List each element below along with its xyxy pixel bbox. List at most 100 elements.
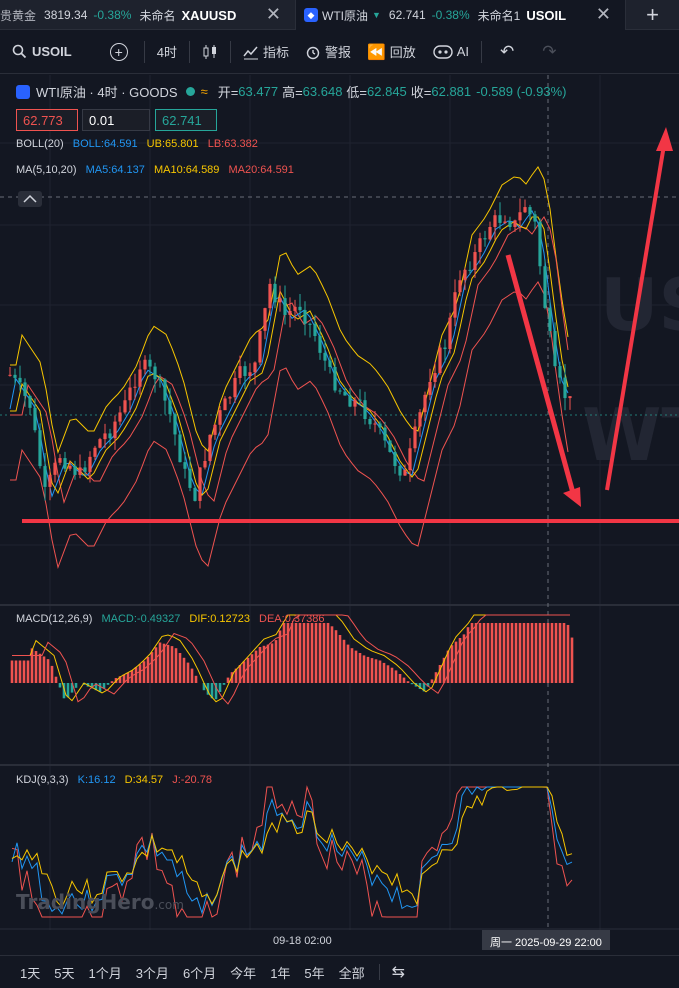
macd-bar: [562, 623, 566, 683]
alert-button[interactable]: 警报: [297, 30, 359, 74]
tab-usoil[interactable]: ◆ WTI原油 ▼ 62.741 -0.38% 未命名1 USOIL ✕: [296, 0, 626, 30]
macd-bar: [30, 648, 34, 683]
macd-bar: [150, 652, 154, 683]
macd-bar: [90, 683, 94, 689]
wave-icon: ≈: [200, 84, 208, 99]
close-icon[interactable]: ✕: [595, 4, 611, 24]
interval-label: 4时: [156, 45, 177, 60]
candle: [328, 360, 332, 367]
macd-bar: [242, 661, 246, 683]
macd-bar: [546, 623, 550, 683]
macd-bar: [138, 664, 142, 683]
new-tab-icon[interactable]: +: [646, 1, 659, 27]
kdj-legend[interactable]: KDJ(9,3,3) K:16.12 D:34.57 J:-20.78: [16, 774, 218, 786]
price-chart[interactable]: USO WTI: [0, 75, 679, 930]
range-5y[interactable]: 5年: [304, 965, 325, 981]
redo-icon: ↷: [542, 41, 557, 61]
close-icon[interactable]: ✕: [265, 4, 281, 24]
redo-button[interactable]: ↷: [528, 30, 570, 74]
candle: [228, 397, 232, 399]
macd-bar: [530, 623, 534, 683]
macd-bar: [214, 683, 218, 700]
macd-bar: [126, 672, 130, 683]
macd-line: [12, 614, 570, 703]
candle: [323, 352, 327, 361]
tab-change: -0.38%: [431, 8, 470, 22]
range-1d[interactable]: 1天: [20, 965, 41, 981]
macd-bar: [518, 623, 522, 683]
macd-bar: [50, 665, 54, 683]
macd-bar: [274, 640, 278, 683]
macd-legend[interactable]: MACD(12,26,9) MACD:-0.49327 DIF:0.12723 …: [16, 613, 330, 625]
range-6m[interactable]: 6个月: [182, 965, 217, 981]
macd-bar: [526, 623, 530, 683]
macd-bar: [390, 667, 394, 683]
down-triangle-icon: ▼: [372, 10, 381, 20]
candle: [123, 400, 127, 413]
macd-bar: [402, 677, 406, 683]
candle: [288, 310, 292, 315]
candle: [533, 214, 537, 222]
candle: [243, 366, 247, 376]
candle: [78, 467, 82, 475]
macd-bar: [206, 683, 210, 695]
macd-bar: [262, 645, 266, 683]
oil-icon: [16, 84, 30, 99]
down-arrow-annotation[interactable]: [505, 254, 581, 507]
open-value: 63.477: [238, 84, 279, 99]
candle: [293, 306, 297, 311]
range-all[interactable]: 全部: [338, 965, 365, 981]
up-arrow-annotation[interactable]: [605, 127, 673, 491]
range-5d[interactable]: 5天: [54, 965, 75, 981]
range-1y[interactable]: 1年: [270, 965, 291, 981]
indicators-button[interactable]: 指标: [235, 30, 297, 74]
time-axis[interactable]: 09-18 02:00 周一 2025-09-29 22:00: [0, 930, 679, 952]
range-3m[interactable]: 3个月: [135, 965, 169, 981]
k-value: K:16.12: [77, 774, 116, 786]
tab-xauusd[interactable]: 贵黄金 3819.34 -0.38% 未命名 XAUUSD ✕: [0, 0, 296, 30]
sell-price-button[interactable]: 62.773: [16, 109, 78, 131]
macd-bar: [58, 683, 62, 688]
symbol-search[interactable]: USOIL: [0, 30, 80, 74]
candle: [173, 414, 177, 435]
candle: [518, 212, 522, 221]
replay-button[interactable]: ⏪ 回放: [359, 30, 424, 74]
collapse-button[interactable]: [18, 191, 42, 207]
kdj-line: [11, 786, 573, 915]
macd-bar: [398, 674, 402, 683]
range-ytd[interactable]: 今年: [230, 965, 257, 981]
date-range-icon[interactable]: ⇆: [391, 964, 406, 981]
candle: [283, 298, 287, 315]
macd-bar: [94, 683, 98, 691]
candle: [408, 448, 412, 471]
chart-area[interactable]: USO WTI WTI原油 · 4时 · GOODS: [0, 75, 679, 930]
macd-bar: [338, 635, 342, 683]
macd-bar: [458, 638, 462, 683]
candle: [298, 306, 302, 311]
buy-price-button[interactable]: 62.741: [155, 109, 217, 131]
divider: [481, 40, 482, 63]
candle: [88, 456, 92, 472]
range-1m[interactable]: 1个月: [88, 965, 122, 981]
compare-button[interactable]: +: [80, 30, 140, 74]
macd-bar: [22, 660, 26, 683]
undo-icon: ↶: [500, 41, 515, 61]
undo-button[interactable]: ↶: [486, 30, 528, 74]
ai-button[interactable]: AI: [424, 30, 477, 74]
candle: [398, 466, 402, 476]
candle: [103, 433, 107, 440]
tab-label: 未命名: [139, 8, 176, 23]
ma-legend[interactable]: MA(5,10,20) MA5:64.137 MA10:64.589 MA20:…: [16, 164, 300, 176]
macd-bar: [558, 623, 562, 683]
robot-icon: [433, 44, 453, 59]
interval-button[interactable]: 4时: [149, 30, 185, 74]
macd-bar: [146, 656, 150, 683]
search-icon: [12, 44, 27, 59]
quantity-input[interactable]: 0.01: [82, 109, 150, 131]
boll-legend[interactable]: BOLL(20) BOLL:64.591 UB:65.801 LB:63.382: [16, 138, 264, 150]
macd-bar: [106, 683, 110, 685]
macd-bar: [450, 645, 454, 683]
macd-bar: [54, 676, 58, 683]
candle: [43, 466, 47, 487]
chart-type-button[interactable]: [194, 30, 226, 74]
